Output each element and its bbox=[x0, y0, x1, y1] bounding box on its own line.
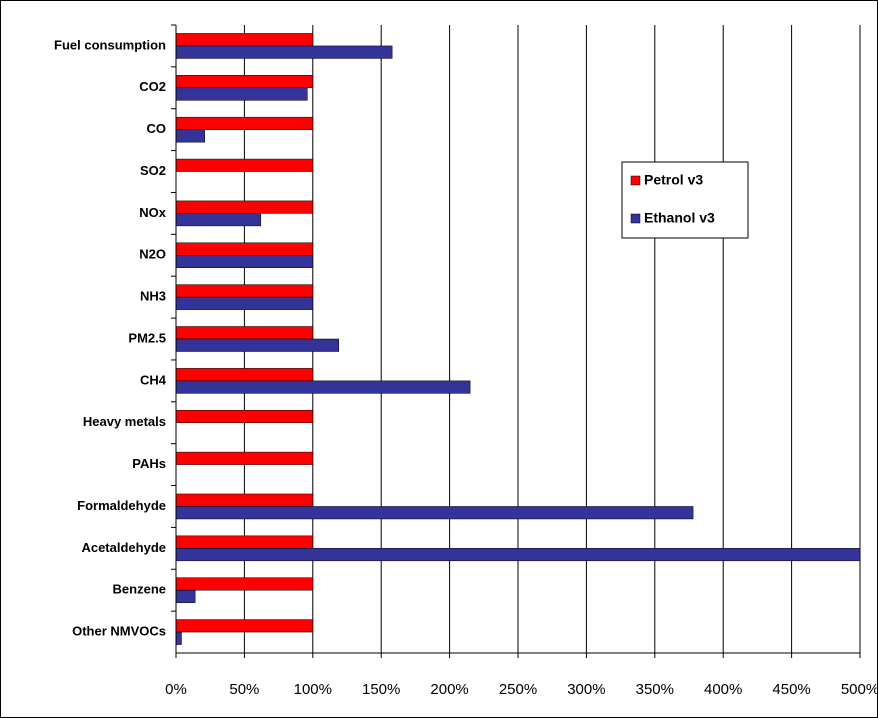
y-tick-label: PAHs bbox=[132, 456, 166, 471]
y-tick-label: SO2 bbox=[140, 163, 166, 178]
x-tick-label: 300% bbox=[567, 681, 605, 698]
bar bbox=[176, 493, 314, 507]
bar bbox=[176, 213, 262, 227]
legend-label: Petrol v3 bbox=[644, 172, 703, 188]
x-tick-label: 250% bbox=[499, 681, 537, 698]
x-tick-label: 100% bbox=[294, 681, 332, 698]
x-tick-label: 50% bbox=[229, 681, 259, 698]
bar bbox=[176, 506, 694, 520]
bar bbox=[176, 33, 314, 47]
bar bbox=[176, 242, 314, 256]
legend-swatch bbox=[630, 175, 641, 186]
bar bbox=[176, 380, 471, 394]
bar bbox=[176, 451, 314, 465]
x-tick-label: 0% bbox=[165, 681, 187, 698]
bar bbox=[176, 535, 314, 549]
bar bbox=[176, 45, 393, 59]
x-tick-label: 450% bbox=[772, 681, 810, 698]
bar bbox=[176, 284, 314, 298]
bar bbox=[176, 129, 205, 143]
bar bbox=[176, 87, 308, 101]
bar bbox=[176, 116, 314, 130]
y-tick-label: Formaldehyde bbox=[77, 498, 166, 513]
x-tick-label: 400% bbox=[704, 681, 742, 698]
y-tick-label: Benzene bbox=[113, 582, 166, 597]
x-tick-label: 350% bbox=[636, 681, 674, 698]
y-tick-label: CH4 bbox=[140, 372, 167, 387]
y-tick-label: N2O bbox=[139, 247, 166, 262]
y-tick-label: CO2 bbox=[139, 79, 166, 94]
bar bbox=[176, 158, 314, 172]
bar bbox=[176, 589, 196, 603]
bar bbox=[176, 368, 314, 382]
bar bbox=[176, 200, 314, 214]
legend-label: Ethanol v3 bbox=[644, 210, 715, 226]
bar bbox=[176, 326, 314, 340]
x-tick-label: 200% bbox=[430, 681, 468, 698]
bar bbox=[176, 409, 314, 423]
y-tick-label: CO bbox=[147, 121, 167, 136]
bar bbox=[176, 548, 860, 562]
y-tick-label: Other NMVOCs bbox=[72, 624, 166, 639]
legend-box bbox=[621, 161, 749, 239]
y-tick-label: PM2.5 bbox=[128, 330, 166, 345]
bar bbox=[176, 296, 314, 310]
x-tick-label: 150% bbox=[362, 681, 400, 698]
y-tick-label: Fuel consumption bbox=[54, 37, 166, 52]
y-tick-label: NOx bbox=[139, 205, 167, 220]
y-tick-label: Heavy metals bbox=[83, 414, 166, 429]
y-tick-label: NH3 bbox=[140, 289, 166, 304]
bar bbox=[176, 255, 314, 269]
bar bbox=[176, 577, 314, 591]
x-tick-label: 500% bbox=[841, 681, 878, 698]
bar bbox=[176, 631, 182, 645]
bar bbox=[176, 338, 340, 352]
y-tick-label: Acetaldehyde bbox=[81, 540, 166, 555]
bar bbox=[176, 619, 314, 633]
bar bbox=[176, 75, 314, 89]
legend-swatch bbox=[630, 213, 641, 224]
